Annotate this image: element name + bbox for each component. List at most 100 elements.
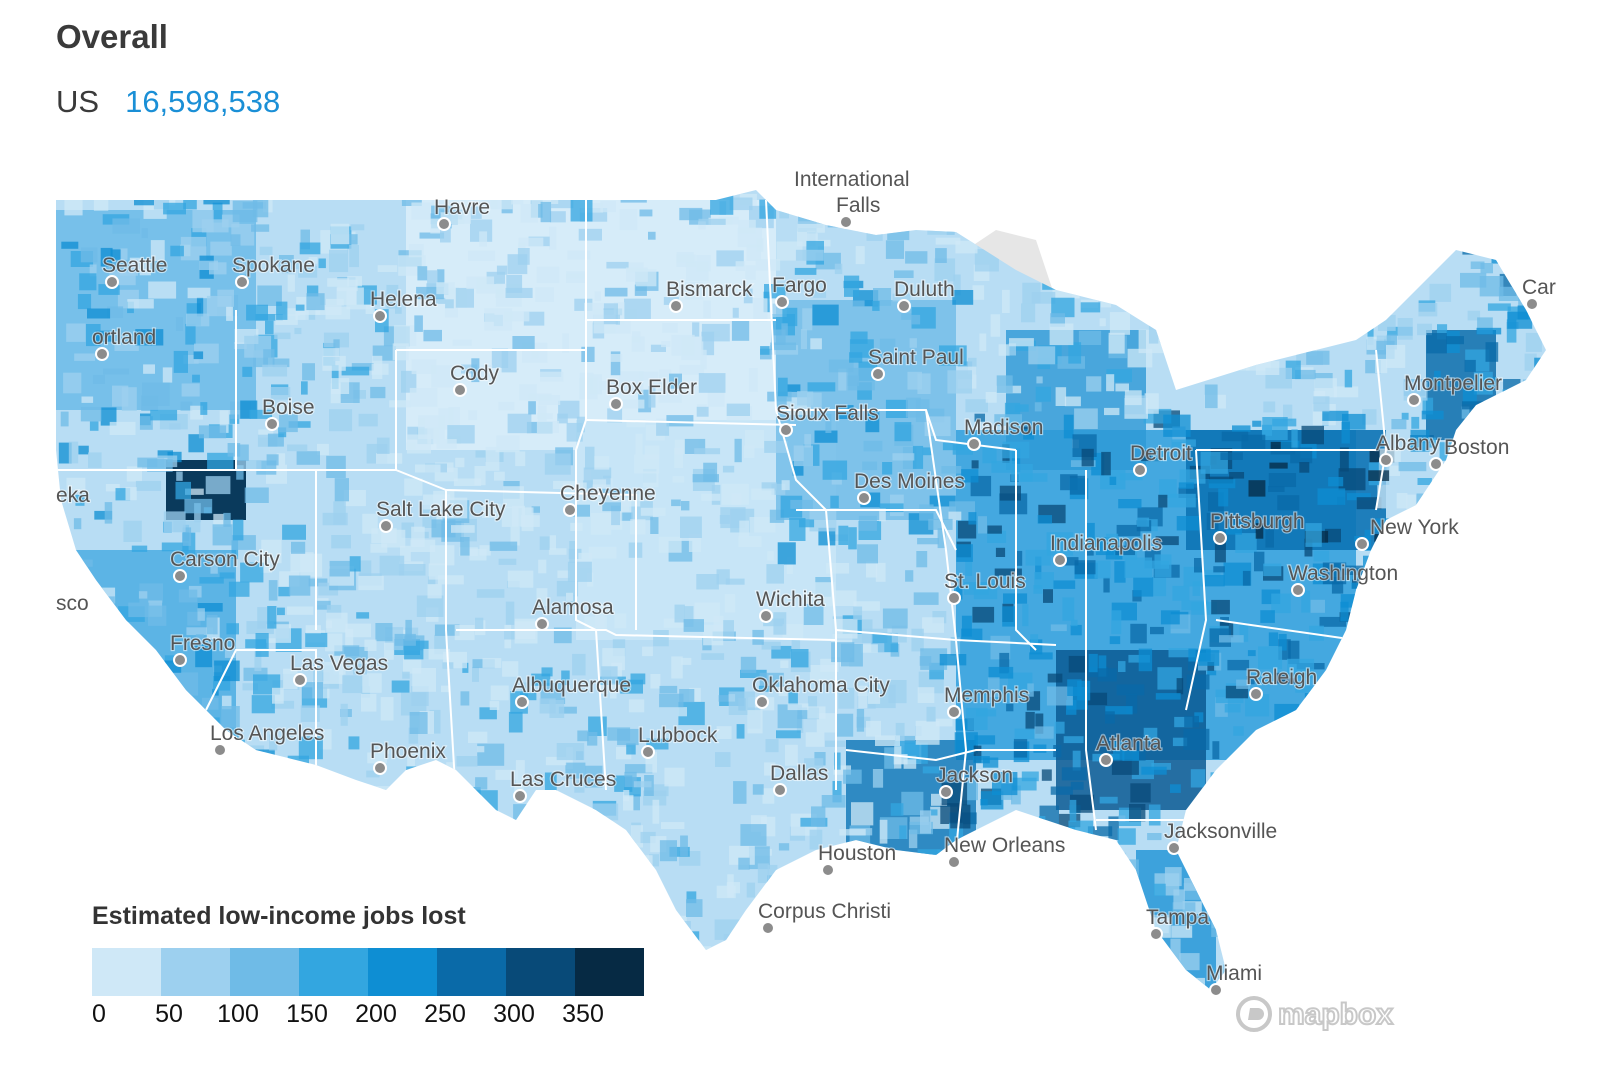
city-marker[interactable]: Saint Paul: [867, 345, 965, 381]
city-dot: [1133, 463, 1147, 477]
city-dot: [437, 217, 451, 231]
choropleth-map[interactable]: International Falls Havre Seattle Spokane Hel…: [56, 150, 1556, 1040]
city-marker[interactable]: Las Vegas: [289, 651, 389, 687]
city-dot: [1407, 393, 1421, 407]
city-marker[interactable]: Raleigh: [1245, 665, 1318, 701]
city-marker[interactable]: Jacksonville: [1163, 819, 1278, 855]
legend-tick-label: 50: [155, 1000, 183, 1028]
city-marker[interactable]: Jackson: [935, 763, 1014, 799]
city-marker[interactable]: Carson City: [169, 547, 281, 583]
city-dot: [761, 921, 775, 935]
city-marker[interactable]: Lubbock: [637, 723, 719, 759]
city-marker[interactable]: Des Moines: [853, 469, 966, 505]
city-dot: [609, 397, 623, 411]
city-marker[interactable]: Alamosa: [531, 595, 615, 631]
city-marker[interactable]: New York: [1355, 515, 1460, 551]
city-marker[interactable]: Seattle: [101, 253, 168, 289]
city-marker[interactable]: Helena: [369, 287, 438, 323]
city-marker[interactable]: Sioux Falls: [775, 401, 880, 437]
city-marker[interactable]: Salt Lake City: [375, 497, 507, 533]
city-marker[interactable]: Tampa: [1145, 905, 1210, 941]
city-marker[interactable]: sco: [56, 591, 90, 616]
city-marker[interactable]: Fargo: [771, 273, 828, 309]
city-label: Madison: [964, 416, 1043, 439]
city-marker[interactable]: Cheyenne: [559, 481, 657, 517]
city-dot: [773, 783, 787, 797]
city-marker[interactable]: New Orleans: [943, 833, 1066, 869]
legend-title: Estimated low-income jobs lost: [92, 902, 466, 930]
city-label: Pittsburgh: [1210, 510, 1305, 533]
city-label: Sioux Falls: [776, 402, 879, 425]
city-marker[interactable]: Memphis: [943, 683, 1030, 719]
city-label: sco: [56, 592, 89, 615]
city-marker[interactable]: Boise: [261, 395, 316, 431]
city-dot: [1429, 457, 1443, 471]
city-markers: International Falls Havre Seattle Spokane Hel…: [56, 167, 1556, 997]
city-marker[interactable]: ortland: [91, 325, 157, 361]
city-marker[interactable]: Caribo: [1521, 275, 1556, 311]
city-marker[interactable]: Los Angeles: [209, 721, 326, 757]
city-marker[interactable]: Falls: [835, 193, 881, 229]
city-label: Salt Lake City: [376, 498, 506, 521]
city-label: Spokane: [232, 254, 315, 277]
city-marker[interactable]: Havre: [433, 195, 491, 231]
city-label: Fargo: [772, 274, 827, 297]
city-marker[interactable]: Box Elder: [605, 375, 698, 411]
legend-tick-label: 350: [562, 1000, 604, 1028]
city-dot: [213, 743, 227, 757]
legend-swatch: [506, 948, 575, 996]
city-marker[interactable]: Detroit: [1129, 441, 1193, 477]
legend-tick-label: 100: [217, 1000, 259, 1028]
city-label: Los Angeles: [210, 722, 324, 745]
city-marker[interactable]: eka: [56, 483, 91, 508]
city-marker[interactable]: Madison: [963, 415, 1044, 451]
city-marker[interactable]: Dallas: [769, 761, 829, 797]
city-marker[interactable]: Wichita: [755, 587, 826, 623]
city-marker[interactable]: Miami: [1205, 961, 1263, 997]
city-dot: [1355, 537, 1369, 551]
city-dot: [775, 295, 789, 309]
city-dot: [947, 591, 961, 605]
city-marker[interactable]: Indianapolis: [1049, 531, 1163, 567]
city-marker[interactable]: Washington: [1287, 561, 1399, 597]
city-marker[interactable]: Cody: [449, 361, 501, 397]
city-marker[interactable]: Phoenix: [369, 739, 447, 775]
city-marker[interactable]: St. Louis: [943, 569, 1027, 605]
city-dot: [897, 299, 911, 313]
city-label: Washington: [1288, 562, 1398, 585]
city-dot: [1149, 927, 1163, 941]
city-dot: [1291, 583, 1305, 597]
city-marker[interactable]: Albany: [1375, 431, 1442, 467]
city-label: Atlanta: [1096, 732, 1162, 755]
legend-swatch: [230, 948, 299, 996]
legend-tick-label: 0: [92, 1000, 106, 1028]
legend-tick-label: 300: [493, 1000, 535, 1028]
city-label: Havre: [434, 196, 490, 219]
city-dot: [535, 617, 549, 631]
legend-ticks: 0 50 100 150 200 250 300 350: [92, 1000, 652, 1034]
city-marker[interactable]: Bismarck: [665, 277, 754, 313]
city-label: Jacksonville: [1164, 820, 1277, 843]
city-marker[interactable]: Duluth: [893, 277, 956, 313]
city-label: Tampa: [1146, 906, 1209, 929]
city-marker[interactable]: Boston: [1429, 435, 1510, 471]
city-dot: [839, 215, 853, 229]
city-label: eka: [56, 484, 90, 507]
city-label: Corpus Christi: [758, 900, 891, 923]
legend-swatch: [575, 948, 644, 996]
legend-swatch: [161, 948, 230, 996]
city-marker[interactable]: Corpus Christi: [757, 899, 892, 935]
mapbox-logo[interactable]: mapbox: [1232, 992, 1432, 1036]
city-marker[interactable]: Las Cruces: [509, 767, 617, 803]
city-marker[interactable]: Albuquerque: [511, 673, 632, 709]
city-marker[interactable]: Fresno: [169, 631, 236, 667]
city-dot: [95, 347, 109, 361]
city-marker[interactable]: Oklahoma City: [751, 673, 891, 709]
city-marker[interactable]: Atlanta: [1095, 731, 1163, 767]
city-label: Lubbock: [638, 724, 718, 747]
city-marker[interactable]: International: [793, 167, 911, 192]
city-marker[interactable]: Houston: [817, 841, 897, 877]
city-marker[interactable]: Spokane: [231, 253, 316, 289]
city-marker[interactable]: Montpelier: [1403, 371, 1503, 407]
city-marker[interactable]: Pittsburgh: [1209, 509, 1306, 545]
